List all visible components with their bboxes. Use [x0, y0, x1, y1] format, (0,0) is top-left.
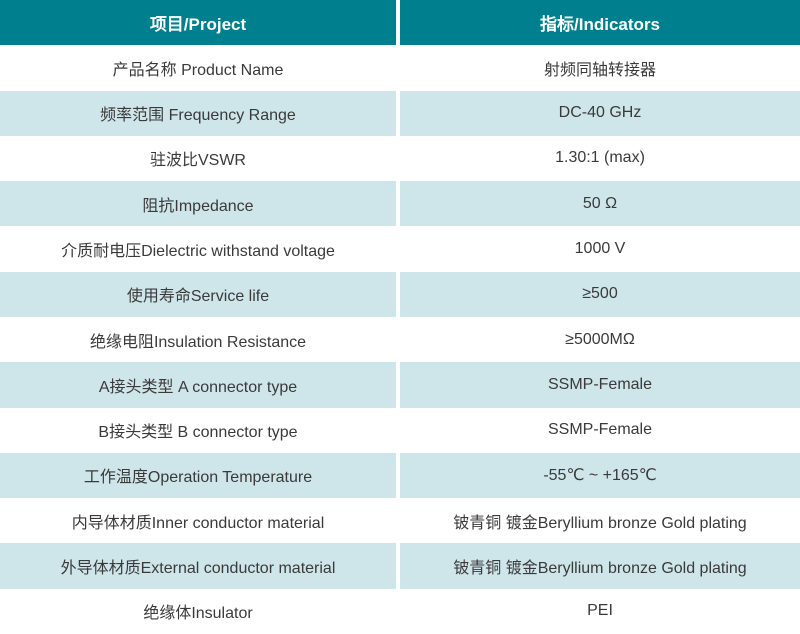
row-value: DC-40 GHz: [558, 104, 642, 122]
table-row-external-conductor-material: 外导体材质External conductor material 铍青铜 镀金B…: [0, 543, 800, 589]
table-row-dielectric-withstand-voltage: 介质耐电压Dielectric withstand voltage 1000 V: [0, 226, 800, 272]
project-header-cell: 项目/Project: [0, 0, 400, 46]
indicators-header-cell: 指标/Indicators: [540, 15, 660, 35]
table-row-inner-conductor-material: 内导体材质Inner conductor material 铍青铜 镀金Bery…: [0, 498, 800, 544]
table-row-b-connector-type: B接头类型 B connector type SSMP-Female: [0, 407, 800, 453]
table-row-a-connector-type: A接头类型 A connector type SSMP-Female: [0, 362, 800, 408]
row-label: 绝缘电阻Insulation Resistance: [0, 316, 400, 363]
row-label: 驻波比VSWR: [0, 135, 400, 182]
table-header-row: 项目/Project 指标/Indicators: [0, 0, 800, 46]
row-value: SSMP-Female: [547, 421, 653, 439]
table-row-insulator: 绝缘体Insulator PEI: [0, 588, 800, 634]
row-label: 绝缘体Insulator: [0, 588, 400, 634]
table-row-service-life: 使用寿命Service life ≥500: [0, 271, 800, 317]
row-value: 1000 V: [574, 240, 626, 258]
row-value: SSMP-Female: [547, 375, 653, 393]
row-label: 使用寿命Service life: [0, 271, 400, 317]
table-row-vswr: 驻波比VSWR 1.30:1 (max): [0, 135, 800, 182]
table-row-insulation-resistance: 绝缘电阻Insulation Resistance ≥5000MΩ: [0, 316, 800, 363]
row-value: 50 Ω: [582, 194, 618, 212]
row-label: A接头类型 A connector type: [0, 362, 400, 408]
row-label: 工作温度Operation Temperature: [0, 452, 400, 499]
row-label: 产品名称 Product Name: [0, 45, 400, 91]
row-label: 阻抗Impedance: [0, 181, 400, 227]
row-value: ≥500: [582, 285, 618, 303]
row-value: 铍青铜 镀金Beryllium bronze Gold plating: [453, 560, 747, 578]
row-value: 射频同轴转接器: [543, 61, 656, 79]
row-label: B接头类型 B connector type: [0, 407, 400, 453]
row-label: 外导体材质External conductor material: [0, 543, 400, 589]
row-value: ≥5000MΩ: [565, 330, 635, 348]
row-label: 频率范围 Frequency Range: [0, 90, 400, 136]
row-value: -55℃ ~ +165℃: [543, 467, 657, 485]
row-value: 铍青铜 镀金Beryllium bronze Gold plating: [453, 514, 747, 532]
table-row-operation-temperature: 工作温度Operation Temperature -55℃ ~ +165℃: [0, 452, 800, 499]
row-label: 内导体材质Inner conductor material: [0, 498, 400, 544]
table-row-frequency-range: 频率范围 Frequency Range DC-40 GHz: [0, 90, 800, 136]
row-label: 介质耐电压Dielectric withstand voltage: [0, 226, 400, 272]
table-row-impedance: 阻抗Impedance 50 Ω: [0, 181, 800, 227]
row-value: 1.30:1 (max): [555, 149, 645, 167]
row-value: PEI: [587, 602, 613, 620]
table-row-product-name: 产品名称 Product Name 射频同轴转接器: [0, 45, 800, 91]
